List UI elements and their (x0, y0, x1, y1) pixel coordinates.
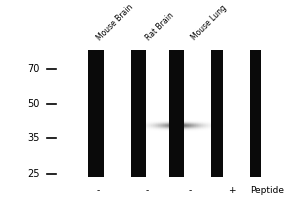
FancyBboxPatch shape (132, 50, 144, 177)
Text: Peptide: Peptide (250, 186, 284, 195)
Text: 25: 25 (28, 169, 40, 179)
FancyBboxPatch shape (88, 50, 104, 177)
Text: -: - (188, 186, 192, 195)
FancyBboxPatch shape (250, 50, 262, 177)
Text: 70: 70 (28, 64, 40, 74)
FancyBboxPatch shape (169, 50, 184, 177)
FancyBboxPatch shape (131, 50, 146, 177)
FancyBboxPatch shape (211, 50, 223, 177)
FancyBboxPatch shape (89, 50, 102, 177)
Text: -: - (146, 186, 149, 195)
FancyBboxPatch shape (211, 50, 223, 177)
FancyBboxPatch shape (131, 50, 146, 177)
FancyBboxPatch shape (250, 50, 262, 177)
Text: +: + (228, 186, 236, 195)
Text: -: - (96, 186, 100, 195)
FancyBboxPatch shape (251, 50, 260, 177)
FancyBboxPatch shape (88, 50, 104, 177)
Text: 35: 35 (28, 133, 40, 143)
FancyBboxPatch shape (171, 50, 183, 177)
FancyBboxPatch shape (58, 50, 296, 177)
Text: Mouse Brain: Mouse Brain (94, 2, 134, 42)
FancyBboxPatch shape (169, 50, 184, 177)
Text: Mouse Lung: Mouse Lung (190, 3, 229, 42)
Text: Rat Brain: Rat Brain (144, 11, 175, 42)
Text: 50: 50 (28, 99, 40, 109)
FancyBboxPatch shape (212, 50, 221, 177)
